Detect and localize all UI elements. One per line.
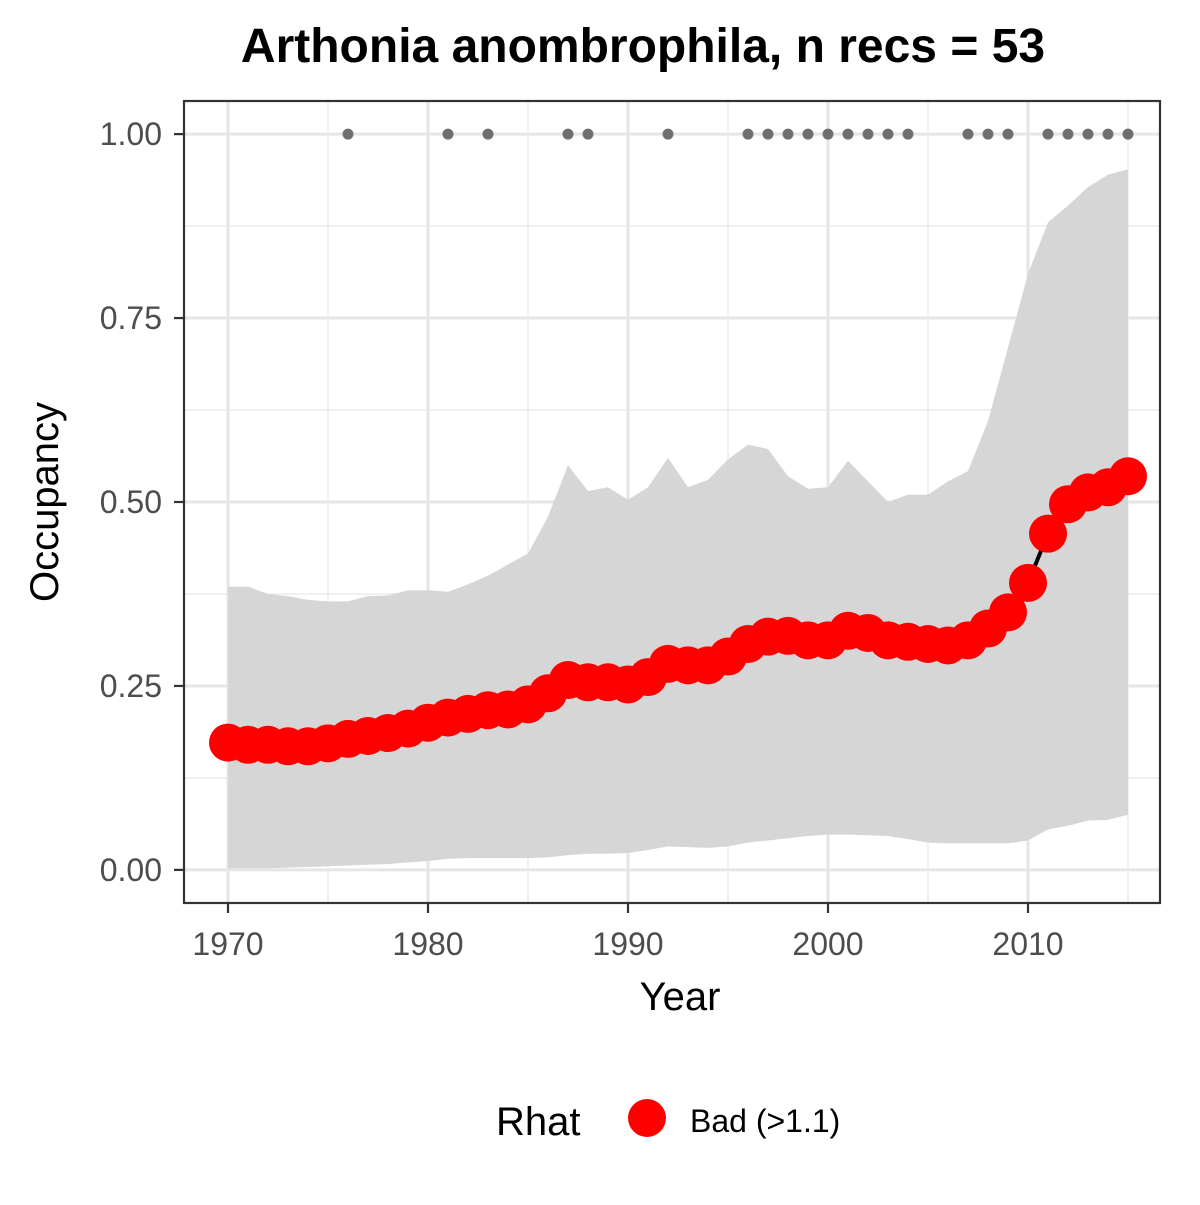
y-tick-label: 0.75 [100, 300, 162, 336]
record-point [1102, 128, 1114, 140]
y-axis-title: Occupancy [23, 402, 67, 602]
record-point [1042, 128, 1054, 140]
occupancy-points [209, 457, 1147, 766]
x-tick-label: 2010 [992, 926, 1063, 962]
record-point [802, 128, 814, 140]
y-tick-label: 0.25 [100, 668, 162, 704]
ribbon-area [228, 169, 1128, 869]
legend-title: Rhat [496, 1100, 581, 1144]
record-point [742, 128, 754, 140]
record-point [1082, 128, 1094, 140]
record-point [782, 128, 794, 140]
record-point [442, 128, 454, 140]
y-axis: 0.00 0.25 0.50 0.75 1.00 [100, 116, 184, 888]
x-tick-label: 1970 [192, 926, 263, 962]
occupancy-point [1009, 563, 1047, 602]
record-points [342, 128, 1134, 140]
record-point [1002, 128, 1014, 140]
record-point [662, 128, 674, 140]
record-point [982, 128, 994, 140]
record-point [842, 128, 854, 140]
record-point [582, 128, 594, 140]
x-tick-label: 1980 [392, 926, 463, 962]
legend-label-bad: Bad (>1.1) [690, 1103, 840, 1139]
record-point [762, 128, 774, 140]
record-point [1062, 128, 1074, 140]
y-tick-label: 0.50 [100, 484, 162, 520]
y-tick-label: 0.00 [100, 852, 162, 888]
x-tick-label: 1990 [592, 926, 663, 962]
x-tick-label: 2000 [792, 926, 863, 962]
legend-key-bad [628, 1099, 666, 1137]
y-tick-label: 1.00 [100, 116, 162, 152]
record-point [902, 128, 914, 140]
record-point [822, 128, 834, 140]
record-point [862, 128, 874, 140]
occupancy-point [1109, 457, 1147, 496]
record-point [882, 128, 894, 140]
record-point [562, 128, 574, 140]
record-point [1122, 128, 1134, 140]
occupancy-point [989, 593, 1027, 632]
occupancy-point [1029, 514, 1067, 553]
record-point [482, 128, 494, 140]
credible-interval-ribbon [228, 169, 1128, 869]
record-point [342, 128, 354, 140]
record-point [962, 128, 974, 140]
x-axis-title: Year [640, 975, 721, 1019]
legend: Rhat Bad (>1.1) [496, 1099, 840, 1144]
x-axis: 1970 1980 1990 2000 2010 [192, 903, 1064, 962]
chart-title: Arthonia anombrophila, n recs = 53 [241, 20, 1045, 73]
